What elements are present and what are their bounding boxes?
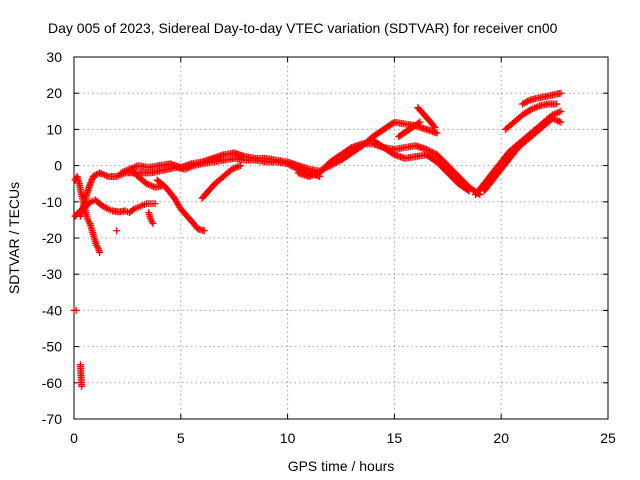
y-tick-label: 20 xyxy=(46,85,62,101)
data-point xyxy=(96,248,104,256)
series-track-11 xyxy=(395,118,424,141)
y-tick-label: -50 xyxy=(42,339,62,355)
data-point xyxy=(433,129,441,137)
x-axis-label: GPS time / hours xyxy=(288,458,395,474)
series-track-15 xyxy=(501,100,561,133)
y-tick-label: 30 xyxy=(46,49,62,65)
data-point xyxy=(465,187,473,195)
track-marker xyxy=(103,204,111,212)
track-marker xyxy=(526,106,534,114)
track-marker xyxy=(429,148,437,156)
data-point xyxy=(151,200,159,208)
x-tick-label: 5 xyxy=(177,430,185,446)
series-track-10 xyxy=(369,136,473,195)
track-marker xyxy=(415,119,423,127)
data-marks xyxy=(70,89,565,390)
data-point xyxy=(200,227,208,235)
data-point xyxy=(557,118,565,126)
series-track-7 xyxy=(198,162,245,202)
y-tick-label: -10 xyxy=(42,194,62,210)
y-axis-label: SDTVAR / TECUs xyxy=(6,182,22,294)
track-marker xyxy=(430,122,438,130)
data-point xyxy=(149,220,157,228)
data-point xyxy=(113,227,121,235)
chart-title: Day 005 of 2023, Sidereal Day-to-day VTE… xyxy=(48,20,558,36)
gridlines xyxy=(74,57,608,419)
data-point xyxy=(557,107,565,115)
x-axis-ticks: 0 5 10 15 20 25 xyxy=(70,57,616,446)
y-tick-label: -40 xyxy=(42,302,62,318)
x-tick-label: 15 xyxy=(387,430,403,446)
x-tick-label: 10 xyxy=(280,430,296,446)
series-track-6 xyxy=(153,176,208,235)
y-tick-label: -30 xyxy=(42,266,62,282)
series-track-8 xyxy=(145,209,157,228)
track-marker xyxy=(523,97,531,105)
data-point xyxy=(78,382,86,390)
series-track-12 xyxy=(414,104,439,132)
series-track-17 xyxy=(70,306,80,314)
y-tick-label: -70 xyxy=(42,411,62,427)
data-point xyxy=(416,118,424,126)
series-track-16 xyxy=(519,89,565,108)
data-point xyxy=(237,162,245,170)
y-axis-ticks: -70 -60 -50 -40 -30 -20 -10 0 10 20 30 xyxy=(42,49,608,427)
series-track-18 xyxy=(76,361,86,390)
y-tick-label: -20 xyxy=(42,230,62,246)
data-point xyxy=(553,100,561,108)
data-point xyxy=(557,89,565,97)
y-tick-label: -60 xyxy=(42,375,62,391)
data-point xyxy=(431,124,439,132)
track-marker xyxy=(464,186,472,194)
series-track-19 xyxy=(113,227,121,235)
x-tick-label: 0 xyxy=(70,430,78,446)
x-tick-label: 25 xyxy=(600,430,616,446)
track-marker xyxy=(430,149,438,157)
series-track-14 xyxy=(480,115,565,195)
y-tick-label: 10 xyxy=(46,121,62,137)
data-point xyxy=(72,306,80,314)
track-marker xyxy=(128,206,136,214)
y-tick-label: 0 xyxy=(54,158,62,174)
x-tick-label: 20 xyxy=(493,430,509,446)
